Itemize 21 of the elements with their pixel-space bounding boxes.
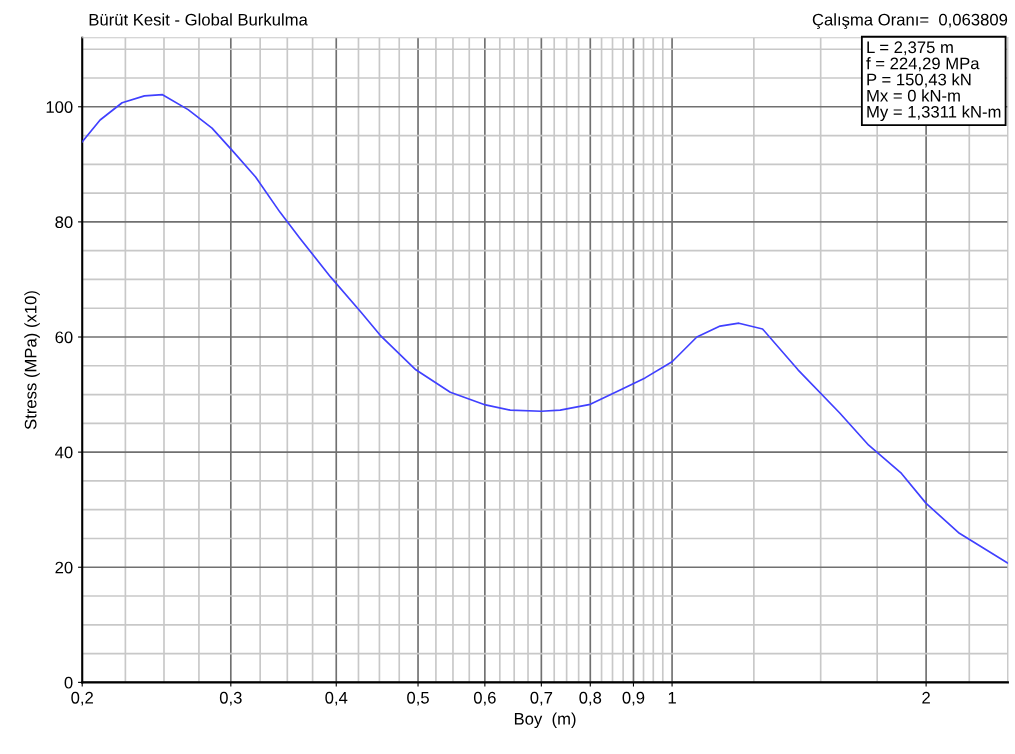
y-tick-label: 20 (55, 561, 73, 574)
text: Çalışma Oranı= 0,063809 (812, 13, 1008, 29)
x-axis-title: Boy (m) (514, 712, 576, 729)
y-tick-label: 80 (55, 216, 73, 229)
x-tick-label: 0,6 (473, 691, 496, 706)
x-tick-label: 0,3 (219, 691, 242, 706)
x-tick-label: 0,7 (530, 691, 553, 706)
x-tick-label: 0,9 (622, 691, 645, 706)
y-tick-label: 60 (55, 331, 73, 344)
x-tick-label: 2 (922, 691, 930, 704)
x-tick-label: 1 (668, 692, 676, 704)
x-tick-label: 0,2 (71, 691, 93, 706)
y-axis-title: Stress (MPa) (x10) (24, 291, 40, 430)
y-tick-label: 0 (64, 676, 73, 689)
chart-title: Bürüt Kesit - Global Burkulma (89, 13, 308, 26)
x-tick-label: 0,4 (325, 691, 348, 706)
y-tick-label: 100 (46, 101, 73, 113)
annotation: L = 2,375 m f = 224,29 MPa P = 150,43 kN Mx = 0 kN-m My = 1,3311 kN-m (866, 41, 1001, 122)
y-tick-label: 40 (55, 446, 73, 459)
x-tick-label: 0,5 (407, 691, 429, 706)
x-tick-label: 0,8 (579, 691, 602, 706)
